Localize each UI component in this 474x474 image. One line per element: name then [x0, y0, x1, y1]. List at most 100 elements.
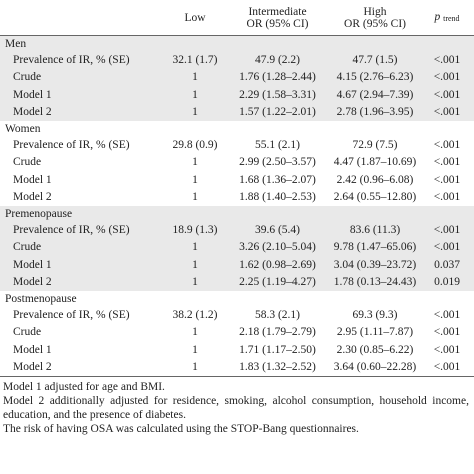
cell: 4.15 (2.76–6.23): [336, 71, 414, 84]
cell: 47.7 (1.5): [352, 53, 398, 66]
cell: <.001: [433, 308, 461, 321]
cell: 2.99 (2.50–3.57): [239, 156, 316, 169]
cell: 2.78 (1.96–3.95): [336, 106, 414, 119]
p-symbol: p: [434, 10, 441, 23]
row-label: Model 2: [13, 276, 52, 289]
section: Men Prevalence of IR, % (SE) 32.1 (1.7) 47.…: [0, 35, 474, 122]
footnote: Model 1 adjusted for age and BMI.: [3, 381, 165, 393]
data-row: Crude 1 2.18 (1.79–2.79) 2.95 (1.11–7.87) <.…: [0, 324, 474, 342]
column-header: p trend: [420, 0, 474, 36]
cell: 2.64 (0.55–12.80): [333, 191, 417, 204]
cell: 1: [192, 258, 198, 271]
row-label: Model 1: [13, 258, 52, 271]
data-row: Model 2 1 1.83 (1.32–2.52) 3.64 (0.60–22.28…: [0, 359, 474, 377]
section-label: Women: [5, 122, 41, 135]
cell: 1: [192, 343, 198, 356]
data-row: Prevalence of IR, % (SE) 32.1 (1.7) 47.9 (…: [0, 51, 474, 69]
cell: <.001: [433, 173, 461, 186]
data-row: Prevalence of IR, % (SE) 18.9 (1.3) 39.6 (…: [0, 221, 474, 239]
cell: 1: [192, 191, 198, 204]
cell: 4.67 (2.94–7.39): [336, 88, 414, 101]
cell: 1.88 (1.40–2.53): [239, 191, 316, 204]
cell: <.001: [433, 241, 461, 254]
p-subscript: trend: [443, 13, 460, 23]
data-row: Model 2 1 2.25 (1.19–4.27) 1.78 (0.13–24.43…: [0, 274, 474, 292]
cell: <.001: [433, 361, 461, 374]
data-row: Prevalence of IR, % (SE) 38.2 (1.2) 58.3 (…: [0, 306, 474, 324]
cell: 1.71 (1.17–2.50): [239, 343, 316, 356]
results-table: Low Intermediate OR (95% CI) High OR (95% …: [0, 0, 474, 377]
cell: 29.8 (0.9): [172, 138, 218, 151]
cell: 2.42 (0.96–6.08): [336, 173, 414, 186]
cell: 1.68 (1.36–2.07): [239, 173, 316, 186]
cell: 39.6 (5.4): [254, 223, 301, 236]
data-row: Crude 1 1.76 (1.28–2.44) 4.15 (2.76–6.23) <.…: [0, 69, 474, 87]
data-row: Crude 1 2.99 (2.50–3.57) 4.47 (1.87–10.69) <…: [0, 154, 474, 172]
row-label: Prevalence of IR, % (SE): [13, 308, 130, 321]
row-label: Crude: [13, 241, 42, 254]
section-label: Men: [5, 37, 27, 50]
row-label: Crude: [13, 71, 42, 84]
cell: 1: [192, 106, 198, 119]
cell: <.001: [433, 138, 461, 151]
cell: 1: [192, 173, 198, 186]
cell: 1.62 (0.98–2.69): [239, 258, 316, 271]
cell: 32.1 (1.7): [172, 53, 218, 66]
cell: 18.9 (1.3): [172, 223, 218, 236]
cell: 1: [192, 88, 198, 101]
cell: 2.95 (1.11–7.87): [336, 326, 414, 339]
cell: 3.04 (0.39–23.72): [333, 258, 417, 271]
section-row: Postmenopause: [0, 291, 474, 306]
cell: 1: [192, 156, 198, 169]
cell: <.001: [433, 106, 461, 119]
row-label: Model 2: [13, 106, 52, 119]
section-row: Premenopause: [0, 206, 474, 221]
row-label: Prevalence of IR, % (SE): [13, 53, 130, 66]
cell: 58.3 (2.1): [254, 308, 301, 321]
section-label: Postmenopause: [5, 292, 77, 305]
section-row: Men: [0, 36, 474, 52]
cell: <.001: [433, 71, 461, 84]
cell: 72.9 (7.5): [352, 138, 398, 151]
data-row: Model 1 1 2.29 (1.58–3.31) 4.67 (2.94–7.39)…: [0, 86, 474, 104]
cell: 1.76 (1.28–2.44): [239, 71, 316, 84]
section-row: Women: [0, 121, 474, 136]
cell: <.001: [433, 53, 461, 66]
footnote: The risk of having OSA was calculated us…: [3, 423, 359, 435]
data-row: Model 2 1 1.57 (1.22–2.01) 2.78 (1.96–3.95)…: [0, 104, 474, 122]
cell: <.001: [433, 326, 461, 339]
row-label: Prevalence of IR, % (SE): [13, 138, 130, 151]
row-label: Model 2: [13, 361, 52, 374]
cell: <.001: [433, 223, 461, 236]
column-header: Low: [184, 11, 206, 24]
cell: 1: [192, 361, 198, 374]
column-header: Intermediate: [248, 5, 307, 18]
row-label: Prevalence of IR, % (SE): [13, 223, 130, 236]
data-row: Crude 1 3.26 (2.10–5.04) 9.78 (1.47–65.06) <…: [0, 239, 474, 257]
cell: <.001: [433, 191, 461, 204]
cell: 2.29 (1.58–3.31): [239, 88, 316, 101]
header-row: Low Intermediate OR (95% CI) High OR (95% …: [0, 0, 474, 36]
data-row: Model 1 1 1.71 (1.17–2.50) 2.30 (0.85–6.22)…: [0, 341, 474, 359]
section: Premenopause Prevalence of IR, % (SE) 18.9…: [0, 206, 474, 291]
column-subheader: OR (95% CI): [344, 17, 406, 30]
data-row: Model 1 1 1.62 (0.98–2.69) 3.04 (0.39–23.72…: [0, 256, 474, 274]
cell: <.001: [433, 343, 461, 356]
cell: 2.18 (1.79–2.79): [239, 326, 316, 339]
cell: <.001: [433, 88, 461, 101]
cell: 1.83 (1.32–2.52): [239, 361, 316, 374]
cell: 3.26 (2.10–5.04): [239, 241, 316, 254]
cell: <.001: [433, 156, 461, 169]
section: Women Prevalence of IR, % (SE) 29.8 (0.9) 5…: [0, 121, 474, 206]
footnote: Model 2 additionally adjusted for reside…: [3, 395, 469, 421]
data-row: Model 1 1 1.68 (1.36–2.07) 2.42 (0.96–6.08)…: [0, 171, 474, 189]
cell: 2.30 (0.85–6.22): [336, 343, 414, 356]
cell: 1: [192, 71, 198, 84]
cell: 1: [192, 241, 198, 254]
section-label: Premenopause: [5, 207, 73, 220]
cell: 55.1 (2.1): [254, 138, 301, 151]
data-row: Prevalence of IR, % (SE) 29.8 (0.9) 55.1 (…: [0, 136, 474, 154]
cell: 2.25 (1.19–4.27): [239, 276, 316, 289]
column-header: High: [363, 5, 387, 18]
